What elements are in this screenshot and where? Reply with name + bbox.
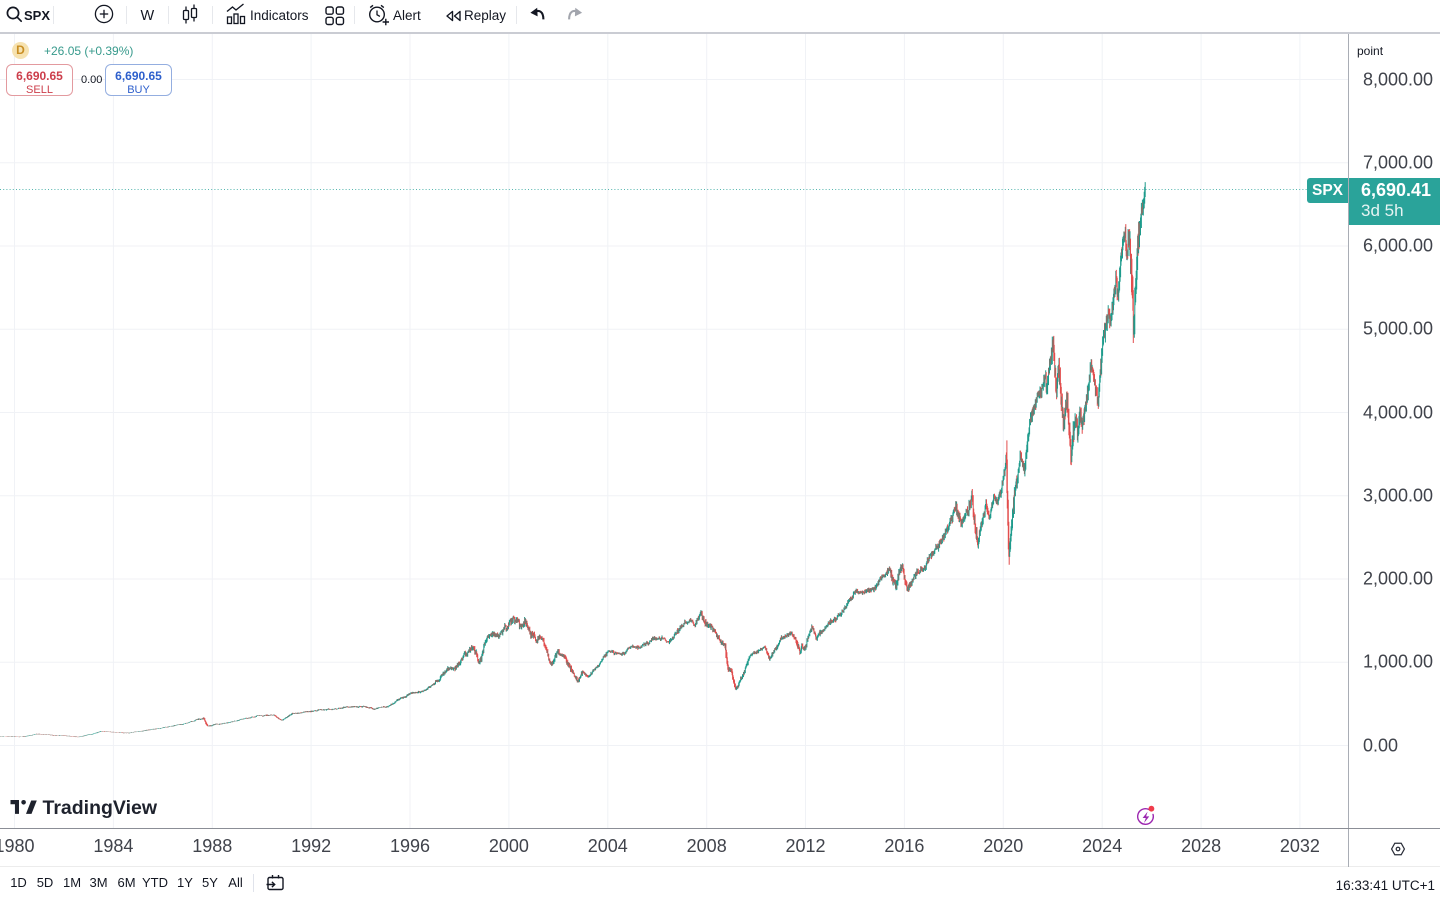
svg-text:TradingView: TradingView [43, 797, 158, 819]
